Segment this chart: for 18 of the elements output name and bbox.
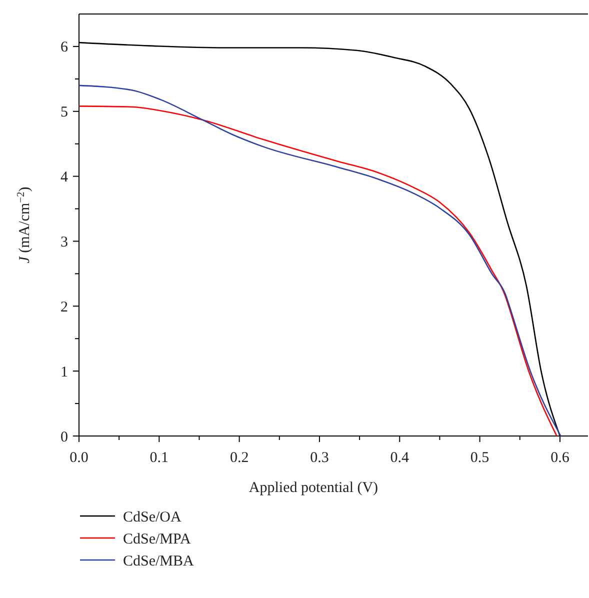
y-tick-label: 2 <box>60 299 68 316</box>
y-tick-label: 0 <box>60 429 68 446</box>
x-tick-label: 0.3 <box>310 450 329 466</box>
legend-label: CdSe/MBA <box>123 553 194 570</box>
y-tick-label: 4 <box>60 170 68 186</box>
x-tick-label: 0.0 <box>70 450 88 466</box>
legend-label: CdSe/OA <box>123 509 182 526</box>
x-axis-title: Applied potential (V) <box>248 480 378 496</box>
y-tick-label: 6 <box>60 40 68 56</box>
legend-label: CdSe/MPA <box>123 531 191 548</box>
y-tick-label: 5 <box>60 104 68 121</box>
x-tick-label: 0.1 <box>150 450 169 466</box>
x-tick-label: 0.2 <box>230 450 249 466</box>
y-tick-label: 1 <box>60 364 68 380</box>
y-tick-label: 3 <box>60 234 68 250</box>
x-tick-label: 0.4 <box>390 450 410 466</box>
x-tick-label: 0.5 <box>470 450 490 466</box>
x-tick-label: 0.6 <box>550 450 570 466</box>
